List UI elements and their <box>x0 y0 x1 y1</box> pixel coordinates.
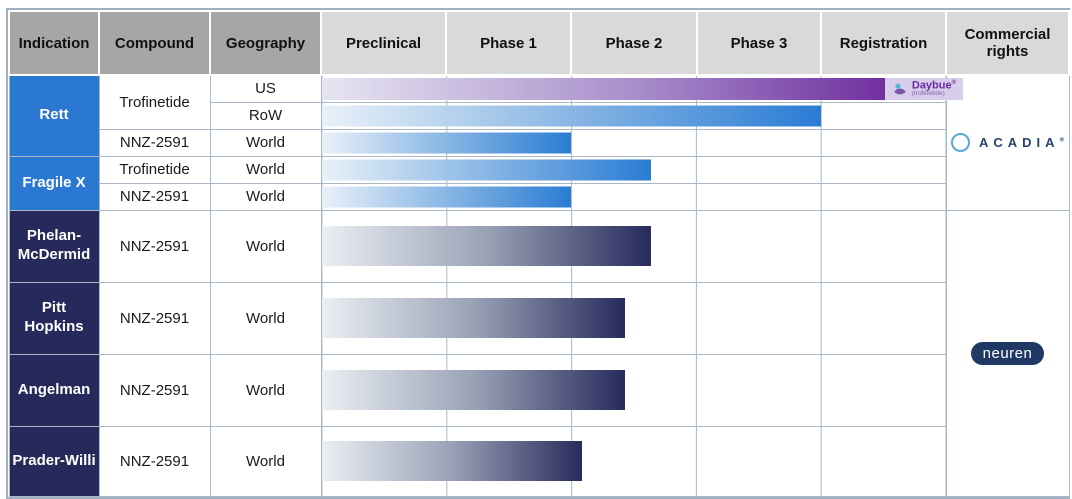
table-row: Pitt Hopkins NNZ-2591 World <box>8 281 1069 355</box>
header-compound: Compound <box>98 10 211 76</box>
table-row: RoW <box>9 101 1069 130</box>
commercial-rights-acadia-cell: ACADIA® <box>945 74 1070 211</box>
geography-cell: RoW <box>209 101 322 130</box>
geography-cell: World <box>209 353 322 427</box>
phase-track <box>320 425 947 497</box>
table-row: Angelman NNZ-2591 World <box>8 353 1069 427</box>
header-preclinical: Preclinical <box>320 10 447 76</box>
pipeline-table: Indication Compound Geography Preclinica… <box>8 10 1070 497</box>
phase-track <box>320 353 947 427</box>
daybue-wordmark: Daybue® (trofinetide) <box>911 79 957 98</box>
phase-track <box>320 128 947 157</box>
header-phase3: Phase 3 <box>696 10 822 76</box>
progress-bar-fragilex-trofinetide <box>321 159 651 180</box>
daybue-logo: Daybue® (trofinetide) <box>884 77 963 100</box>
compound-cell: NNZ-2591 <box>98 182 211 211</box>
geography-cell: US <box>209 74 322 103</box>
geography-cell: World <box>209 425 322 497</box>
indication-cell-fragile-x: Fragile X <box>8 155 100 211</box>
table-row: NNZ-2591 World <box>9 128 1069 157</box>
progress-bar-rett-row <box>321 105 821 126</box>
indication-cell-angelman: Angelman <box>8 353 100 427</box>
progress-bar-phelan <box>321 226 651 266</box>
table-row: Fragile X Trofinetide World <box>8 155 1069 211</box>
phase-track <box>320 101 947 130</box>
acadia-circle-icon <box>951 133 970 153</box>
progress-bar-angelman <box>321 370 625 410</box>
table-row: Phelan-McDermid NNZ-2591 World neuren <box>8 209 1070 497</box>
header-registration: Registration <box>820 10 947 76</box>
indication-cell-phelan-mcdermid: Phelan-McDermid <box>8 209 100 283</box>
geography-cell: World <box>209 155 322 184</box>
header-row: Indication Compound Geography Preclinica… <box>8 10 1070 76</box>
indication-cell-prader-willi: Prader-Willi <box>8 425 100 497</box>
compound-cell: NNZ-2591 <box>98 209 211 283</box>
indication-cell-rett: Rett <box>8 74 100 157</box>
neuren-logo: neuren <box>970 341 1045 365</box>
header-indication: Indication <box>8 10 100 76</box>
geography-cell: World <box>209 281 322 355</box>
geography-cell: World <box>209 182 322 211</box>
daybue-swoosh-icon <box>894 83 906 95</box>
table-row: Rett Trofinetide US Daybue® (trofinetide… <box>8 74 1070 211</box>
progress-bar-prader-willi <box>321 441 583 481</box>
header-phase2: Phase 2 <box>570 10 698 76</box>
compound-cell: NNZ-2591 <box>98 128 211 157</box>
geography-cell: World <box>209 209 322 283</box>
indication-cell-pitt-hopkins: Pitt Hopkins <box>8 281 100 355</box>
compound-cell: Trofinetide <box>98 74 211 130</box>
phase-track <box>320 155 947 184</box>
table-row: Prader-Willi NNZ-2591 World <box>8 425 1069 497</box>
progress-bar-rett-us: Daybue® (trofinetide) <box>321 77 963 100</box>
progress-bar-rett-nnz <box>321 132 572 153</box>
compound-cell: NNZ-2591 <box>98 281 211 355</box>
phase-track: Daybue® (trofinetide) <box>320 74 963 103</box>
commercial-rights-neuren-cell: neuren <box>945 209 1070 497</box>
acadia-logo: ACADIA® <box>949 133 1067 153</box>
progress-bar-pitt-hopkins <box>321 298 625 338</box>
table-row: NNZ-2591 World <box>9 182 1069 211</box>
phase-track <box>320 281 947 355</box>
compound-cell: Trofinetide <box>98 155 211 184</box>
header-phase1: Phase 1 <box>445 10 572 76</box>
phase-track <box>320 209 947 283</box>
phase-track <box>320 182 947 211</box>
pipeline-table-frame: Indication Compound Geography Preclinica… <box>6 8 1070 499</box>
header-geography: Geography <box>209 10 322 76</box>
header-commercial-rights: Commercial rights <box>945 10 1070 76</box>
geography-cell: World <box>209 128 322 157</box>
compound-cell: NNZ-2591 <box>98 425 211 497</box>
compound-cell: NNZ-2591 <box>98 353 211 427</box>
purple-gradient-bar <box>321 77 885 100</box>
progress-bar-fragilex-nnz <box>321 186 572 207</box>
